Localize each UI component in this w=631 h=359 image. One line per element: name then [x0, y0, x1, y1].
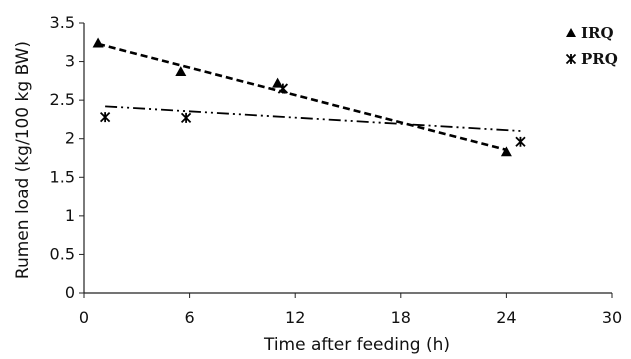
y-axis-title: Rumen load (kg/100 kg BW): [13, 41, 33, 279]
data-point-irq: [175, 66, 187, 76]
data-point-prq-glyph: [99, 111, 111, 123]
y-tick-label: 2.5: [50, 90, 75, 109]
y-tick-label: 2: [65, 129, 75, 148]
y-tick-label: 0: [65, 283, 75, 302]
data-point-prq: [180, 112, 192, 124]
x-tick-label: 6: [185, 308, 195, 327]
legend-marker-prq-glyph: [565, 53, 577, 65]
data-point-irq: [500, 146, 512, 157]
legend-label-irq: IRQ: [581, 24, 614, 42]
legend-marker-irq: [566, 28, 576, 37]
x-tick-label: 0: [79, 308, 89, 327]
data-point-prq: [515, 136, 526, 147]
y-tick-label: 1: [65, 206, 75, 225]
data-points: [92, 37, 526, 157]
data-point-prq: [99, 111, 111, 123]
data-point-irq: [92, 37, 104, 48]
axes: 0 0.5 1 1.5 2 2.5 3 3.5 0 6 12 18 24 30: [50, 13, 623, 327]
legend-marker-prq: [565, 53, 577, 65]
y-tick-label: 1.5: [50, 167, 75, 186]
y-tick-label: 3.5: [50, 13, 75, 32]
trendline-irq: [97, 42, 507, 152]
legend-label-prq: PRQ: [581, 50, 618, 68]
legend: IRQ PRQ: [565, 24, 618, 68]
data-point-prq-glyph: [277, 83, 289, 94]
y-tick-label: 0.5: [50, 244, 75, 263]
x-tick-label: 24: [496, 308, 516, 327]
data-point-prq-glyph: [180, 112, 192, 124]
trendline-prq: [105, 105, 521, 132]
trendlines: [97, 42, 521, 152]
x-tick-label: 12: [285, 308, 305, 327]
x-tick-label: 30: [602, 308, 622, 327]
y-tick-label: 3: [65, 52, 75, 71]
x-axis-title: Time after feeding (h): [263, 335, 450, 354]
x-tick-label: 18: [391, 308, 411, 327]
data-point-prq-glyph: [515, 136, 526, 147]
data-point-prq: [277, 83, 289, 94]
